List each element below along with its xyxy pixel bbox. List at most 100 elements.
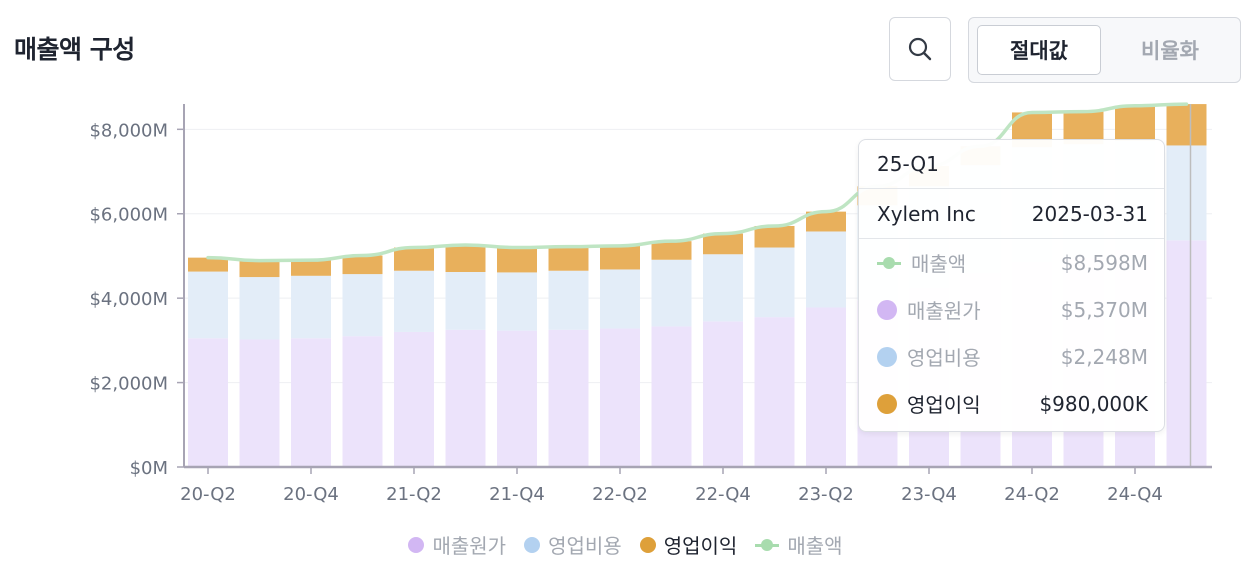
tooltip-row-cost: 매출원가 $5,370M [859, 286, 1164, 333]
opex-bar-segment [188, 271, 228, 339]
tooltip-value: $5,370M [1060, 297, 1148, 322]
opex-dot-icon [877, 346, 897, 367]
op-income-bar-segment [342, 255, 383, 275]
x-tick-label: 21-Q4 [489, 484, 545, 505]
ratio-button[interactable]: 비율화 [1141, 39, 1199, 63]
op-income-bar-segment [600, 245, 640, 270]
x-tick-label: 24-Q4 [1107, 484, 1163, 505]
tooltip-row-revenue: 매출액 $8,598M [859, 239, 1164, 286]
cost-dot-icon [408, 536, 425, 553]
cost-bar-segment [548, 329, 589, 467]
cost-bar-segment [1166, 240, 1207, 467]
opex-bar-segment [342, 274, 383, 337]
x-tick-label: 20-Q2 [180, 484, 236, 505]
op-income-bar-segment [188, 257, 228, 272]
opex-bar-segment [806, 231, 846, 308]
y-tick-label: $4,000M [89, 289, 168, 310]
value-mode-toggle: 절대값 비율화 [968, 17, 1241, 83]
chart-legend: 매출원가 영업비용 영업이익 매출액 [0, 530, 1251, 559]
opex-bar-segment [445, 271, 486, 330]
legend-label: 매출원가 [432, 534, 507, 558]
x-tick-label: 22-Q2 [592, 484, 648, 505]
cost-dot-icon [877, 299, 897, 320]
op-income-bar-segment [445, 244, 486, 272]
opex-bar-segment [703, 254, 743, 322]
op-income-bar-segment [806, 211, 846, 232]
op-income-bar-segment [703, 233, 743, 255]
tooltip-label: 영업비용 [907, 346, 981, 370]
tooltip-value: $8,598M [1060, 250, 1148, 275]
cost-bar-segment [291, 338, 331, 467]
op-income-dot-icon [639, 536, 656, 553]
tooltip-row-opex: 영업비용 $2,248M [859, 333, 1164, 380]
tooltip-label: 매출액 [911, 252, 967, 276]
opex-bar-segment [497, 272, 537, 331]
tooltip-label: 영업이익 [907, 393, 981, 417]
opex-bar-segment [754, 247, 795, 318]
legend-label: 영업이익 [663, 534, 738, 558]
cost-bar-segment [342, 336, 383, 467]
op-income-bar-segment [291, 260, 331, 276]
cost-bar-segment [394, 331, 434, 467]
legend-item-revenue[interactable]: 매출액 [755, 530, 843, 559]
cost-bar-segment [703, 321, 743, 467]
x-tick-label: 20-Q4 [283, 484, 339, 505]
search-button[interactable] [889, 17, 951, 81]
y-tick-label: $2,000M [89, 374, 168, 395]
cost-bar-segment [651, 326, 692, 467]
tooltip-period: 25-Q1 [859, 140, 1164, 189]
tooltip-company-row: Xylem Inc 2025-03-31 [859, 189, 1164, 239]
opex-bar-segment [548, 270, 589, 330]
op-income-bar-segment [239, 260, 280, 278]
tooltip-company: Xylem Inc [877, 201, 976, 226]
op-income-dot-icon [877, 393, 897, 414]
y-tick-label: $0M [130, 458, 168, 479]
revenue-line [206, 102, 1189, 263]
x-tick-label: 24-Q2 [1004, 484, 1060, 505]
legend-item-op-income[interactable]: 영업이익 [639, 530, 738, 559]
chart-tooltip: 25-Q1 Xylem Inc 2025-03-31 매출액 $8,598M 매… [858, 139, 1165, 432]
legend-label: 영업비용 [548, 534, 622, 558]
cost-bar-segment [497, 330, 537, 467]
op-income-bar-segment [548, 246, 589, 271]
cost-bar-segment [445, 329, 486, 467]
cost-bar-segment [239, 339, 280, 467]
tooltip-label: 매출원가 [907, 299, 981, 323]
absolute-value-button[interactable]: 절대값 [977, 25, 1101, 75]
legend-label: 매출액 [787, 534, 843, 558]
op-income-bar-segment [394, 247, 434, 271]
chart-title: 매출액 구성 [14, 35, 135, 64]
opex-bar-segment [600, 269, 640, 329]
op-income-bar-segment [1115, 105, 1155, 141]
opex-bar-segment [1166, 145, 1207, 241]
revenue-line-icon [877, 256, 901, 269]
tooltip-value: $980,000K [1039, 391, 1148, 416]
cost-bar-segment [754, 317, 795, 467]
tooltip-value: $2,248M [1060, 344, 1148, 369]
opex-dot-icon [524, 536, 541, 553]
x-tick-label: 23-Q2 [798, 484, 854, 505]
cost-bar-segment [188, 338, 228, 467]
opex-bar-segment [651, 259, 692, 327]
op-income-bar-segment [651, 241, 692, 260]
y-tick-label: $6,000M [89, 205, 168, 226]
opex-bar-segment [394, 270, 434, 332]
x-tick-label: 23-Q4 [901, 484, 957, 505]
legend-item-opex[interactable]: 영업비용 [524, 530, 622, 559]
op-income-bar-segment [1166, 104, 1207, 146]
cost-bar-segment [806, 307, 846, 467]
legend-item-cost[interactable]: 매출원가 [408, 530, 506, 559]
opex-bar-segment [239, 277, 280, 340]
x-tick-label: 21-Q2 [386, 484, 442, 505]
op-income-bar-segment [754, 225, 795, 248]
y-tick-label: $8,000M [89, 120, 168, 141]
cost-bar-segment [600, 328, 640, 467]
x-tick-label: 22-Q4 [695, 484, 751, 505]
tooltip-row-op-income: 영업이익 $980,000K [859, 380, 1164, 427]
op-income-bar-segment [1063, 111, 1104, 145]
opex-bar-segment [291, 275, 331, 339]
tooltip-date: 2025-03-31 [1031, 201, 1148, 226]
revenue-line-icon [755, 538, 780, 551]
search-icon [908, 37, 932, 61]
op-income-bar-segment [497, 247, 537, 273]
